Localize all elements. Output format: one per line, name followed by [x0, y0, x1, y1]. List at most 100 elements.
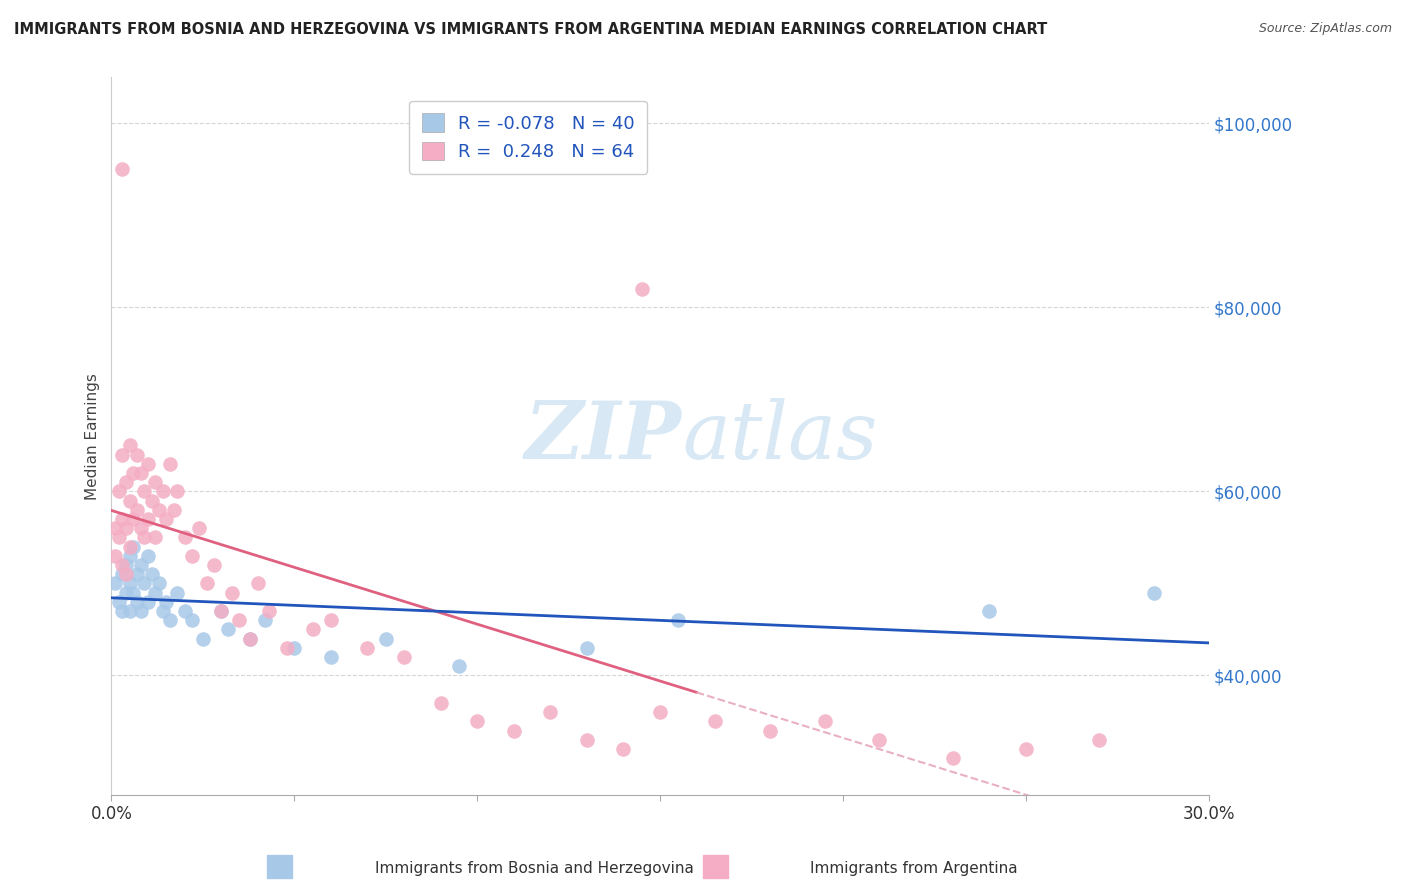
- Point: [111, 604, 134, 618]
- Point: [429, 696, 451, 710]
- Point: [465, 714, 488, 729]
- Point: [111, 512, 134, 526]
- Point: [122, 512, 145, 526]
- Point: [129, 604, 152, 618]
- Point: [301, 623, 323, 637]
- Point: [152, 604, 174, 618]
- Point: [134, 531, 156, 545]
- Point: [104, 549, 127, 563]
- Point: [319, 650, 342, 665]
- Point: [253, 613, 276, 627]
- Point: [173, 604, 195, 618]
- Text: IMMIGRANTS FROM BOSNIA AND HERZEGOVINA VS IMMIGRANTS FROM ARGENTINA MEDIAN EARNI: IMMIGRANTS FROM BOSNIA AND HERZEGOVINA V…: [14, 22, 1047, 37]
- Point: [107, 484, 129, 499]
- Point: [942, 751, 965, 765]
- Point: [115, 521, 138, 535]
- Point: [118, 604, 141, 618]
- Point: [118, 576, 141, 591]
- Point: [239, 632, 262, 646]
- Point: [188, 521, 211, 535]
- Text: atlas: atlas: [682, 398, 877, 475]
- Point: [122, 466, 145, 480]
- Point: [447, 659, 470, 673]
- Point: [129, 558, 152, 572]
- Point: [104, 576, 127, 591]
- Point: [612, 742, 634, 756]
- Point: [141, 493, 163, 508]
- Point: [813, 714, 835, 729]
- Point: [111, 558, 134, 572]
- Point: [155, 595, 177, 609]
- Point: [246, 576, 269, 591]
- Point: [209, 604, 232, 618]
- Text: Source: ZipAtlas.com: Source: ZipAtlas.com: [1258, 22, 1392, 36]
- Point: [703, 714, 725, 729]
- Point: [134, 576, 156, 591]
- Text: Immigrants from Bosnia and Herzegovina: Immigrants from Bosnia and Herzegovina: [375, 861, 693, 876]
- Point: [122, 585, 145, 599]
- Point: [1088, 732, 1111, 747]
- Point: [143, 475, 166, 490]
- Point: [136, 549, 159, 563]
- Point: [180, 549, 202, 563]
- Point: [374, 632, 396, 646]
- Point: [129, 521, 152, 535]
- Point: [155, 512, 177, 526]
- Point: [159, 613, 181, 627]
- Point: [115, 475, 138, 490]
- Point: [202, 558, 225, 572]
- Point: [118, 540, 141, 554]
- Point: [115, 567, 138, 582]
- Point: [104, 521, 127, 535]
- Point: [319, 613, 342, 627]
- Point: [666, 613, 689, 627]
- Point: [166, 484, 188, 499]
- Text: ZIP: ZIP: [524, 398, 682, 475]
- Point: [111, 448, 134, 462]
- Text: Immigrants from Argentina: Immigrants from Argentina: [810, 861, 1018, 876]
- Point: [125, 567, 148, 582]
- Point: [228, 613, 250, 627]
- Point: [148, 503, 170, 517]
- Point: [136, 595, 159, 609]
- Legend: R = -0.078   N = 40, R =  0.248   N = 64: R = -0.078 N = 40, R = 0.248 N = 64: [409, 101, 647, 174]
- Point: [118, 549, 141, 563]
- Point: [159, 457, 181, 471]
- Point: [979, 604, 1001, 618]
- Point: [141, 567, 163, 582]
- Point: [173, 531, 195, 545]
- Point: [152, 484, 174, 499]
- Point: [111, 162, 134, 177]
- Point: [868, 732, 890, 747]
- Point: [180, 613, 202, 627]
- Point: [630, 282, 652, 296]
- Point: [125, 595, 148, 609]
- Point: [575, 732, 598, 747]
- Point: [538, 705, 561, 719]
- Point: [575, 640, 598, 655]
- Point: [148, 576, 170, 591]
- Point: [143, 585, 166, 599]
- Point: [136, 457, 159, 471]
- Point: [195, 576, 218, 591]
- Point: [392, 650, 415, 665]
- Point: [107, 595, 129, 609]
- Point: [502, 723, 524, 738]
- Point: [1143, 585, 1166, 599]
- Point: [166, 585, 188, 599]
- Point: [356, 640, 378, 655]
- Point: [136, 512, 159, 526]
- Point: [107, 531, 129, 545]
- Point: [191, 632, 214, 646]
- Point: [115, 585, 138, 599]
- Point: [115, 558, 138, 572]
- Point: [125, 448, 148, 462]
- Point: [648, 705, 671, 719]
- Point: [758, 723, 780, 738]
- Point: [134, 484, 156, 499]
- Point: [118, 493, 141, 508]
- Point: [125, 503, 148, 517]
- Point: [283, 640, 305, 655]
- Point: [217, 623, 239, 637]
- Point: [162, 503, 184, 517]
